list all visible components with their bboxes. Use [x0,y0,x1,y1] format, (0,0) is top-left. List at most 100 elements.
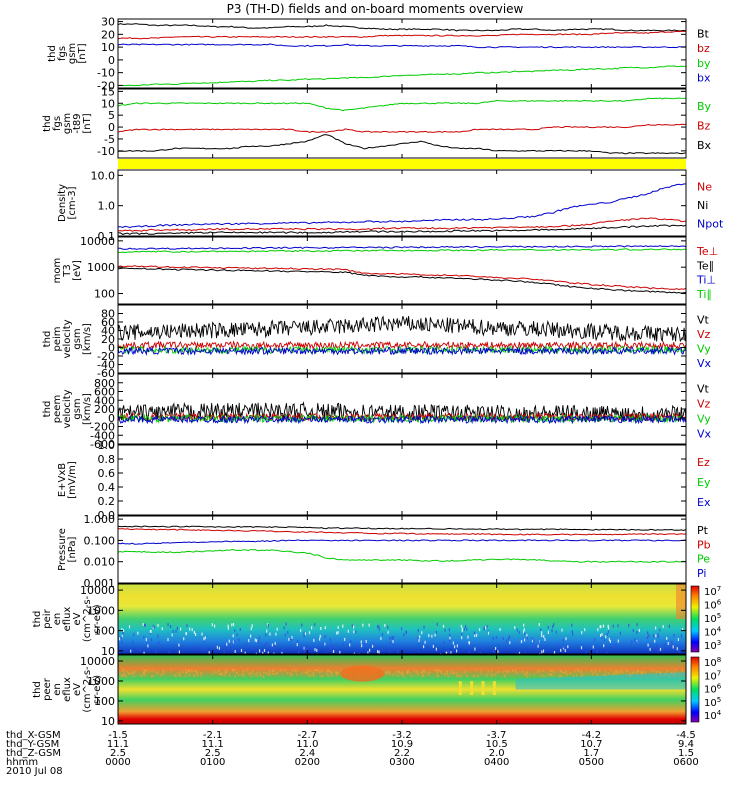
spectrogram-pixel [225,672,227,674]
spectrogram-pixel [580,671,582,674]
spectrogram-pixel [132,672,134,675]
spectrogram-pixel [636,631,638,634]
x-tick-label: 0200 [295,757,320,768]
spectrogram-pixel [629,671,631,674]
spectrogram-pixel [516,671,518,674]
spectrogram-feature [515,672,686,690]
chart-title: P3 (TH-D) fields and on-board moments ov… [226,2,524,16]
spectrogram-pixel [392,636,394,639]
spectrogram-pixel [124,674,126,677]
spectrogram-pixel [580,646,583,650]
spectrogram-pixel [607,630,610,634]
spectrogram-pixel [502,670,504,673]
spectrogram-pixel [267,623,269,627]
spectrogram-pixel [461,672,463,675]
spectrogram-pixel [128,625,131,629]
spectrogram-pixel [309,674,311,677]
spectrogram-pixel [327,674,329,677]
spectrogram-pixel [550,669,552,672]
spectrogram-pixel [569,672,571,674]
spectrogram-pixel [227,646,230,650]
spectrogram-pixel [200,672,202,675]
spectrogram-pixel [296,643,298,647]
spectrogram-pixel [163,669,165,672]
spectrogram-pixel [641,671,643,674]
spectrogram-pixel [576,669,579,672]
x-tick-label: -3.2 [392,730,412,741]
spectrogram-pixel [197,671,199,674]
y-tick-label: 0.010 [84,556,116,569]
spectrogram-pixel [611,672,613,675]
colorbar-tick-label: 106 [704,599,722,612]
y-axis-label: eflux [62,607,73,632]
colorbar-tick-label: 104 [704,626,722,639]
spectrogram-pixel [152,674,154,677]
plot-area [118,516,686,583]
spectrogram-pixel [224,670,226,673]
spectrogram-pixel [389,641,391,645]
spectrogram-pixel [127,672,129,675]
spectrogram-pixel [523,623,525,627]
spectrogram-pixel [428,634,430,638]
spectrogram-pixel [274,641,276,645]
spectrogram-pixel [616,672,618,675]
spectrogram-pixel [317,669,319,672]
spectrogram-pixel [468,641,470,644]
y-tick-label: 800 [94,377,115,390]
spectrogram-pixel [397,674,399,677]
spectrogram-pixel [242,674,245,677]
spectrogram-pixel [504,674,506,677]
x-tick-label: -4.5 [676,730,696,741]
spectrogram-pixel [289,672,291,675]
spectrogram-pixel [398,670,400,673]
spectrogram-pixel [167,638,169,642]
spectrogram-pixel [445,651,447,655]
spectrogram-pixel [337,672,339,675]
spectrogram-pixel [121,641,123,644]
spectrogram-pixel [183,637,185,641]
y-axis-label: [mV/m] [67,461,78,499]
y-axis-label: -t89 [72,113,83,133]
spectrogram-pixel [605,635,607,639]
spectrogram-pixel [296,673,298,676]
spectrogram-pixel [448,628,450,632]
spectrogram-pixel [625,669,627,672]
spectrogram-pixel [542,669,544,672]
spectrogram-pixel [142,623,144,626]
spectrogram-pixel [266,629,268,633]
spectrogram-pixel [214,624,216,628]
spectrogram-pixel [130,672,132,675]
spectrogram-pixel [487,670,489,673]
panel-e_vxb: 1.00.80.60.40.20.0 E+VxB [mV/m] Ez Ey Ex [57,439,711,522]
spectrogram-pixel [170,669,172,672]
spectrogram-pixel [314,648,316,652]
spectrogram-pixel [555,630,557,634]
spectrogram-pixel [143,671,145,674]
spectrogram-pixel [193,675,195,678]
y-axis-label: [km/s] [82,393,93,425]
spectrogram-pixel [271,643,273,647]
series-line-Pi [117,539,687,545]
spectrogram-pixel [614,644,616,648]
spectrogram-pixel [133,633,135,637]
spectrogram-pixel [344,637,346,641]
spectrogram-pixel [541,631,543,635]
spectrogram-pixel [494,674,497,677]
spectrogram-pixel [337,626,339,629]
series-line-Ti∥ [117,248,686,254]
y-tick-label: 0 [108,121,115,134]
spectrogram-pixel [377,625,379,629]
spectrogram-pixel [483,627,485,631]
x-tick-label: -3.7 [487,730,507,741]
y-axis-label: E+VxB [57,463,68,497]
spectrogram-pixel [246,668,248,671]
spectrogram-pixel [452,672,454,675]
spectrogram-pixel [144,669,146,671]
spectrogram-pixel [143,673,145,675]
y-axis-label: thd [32,681,43,698]
spectrogram-pixel [361,644,363,648]
spectrogram-pixel [276,671,279,674]
spectrogram-pixel [195,670,197,673]
spectrogram-pixel [326,670,328,672]
spectrogram-pixel [651,669,653,672]
